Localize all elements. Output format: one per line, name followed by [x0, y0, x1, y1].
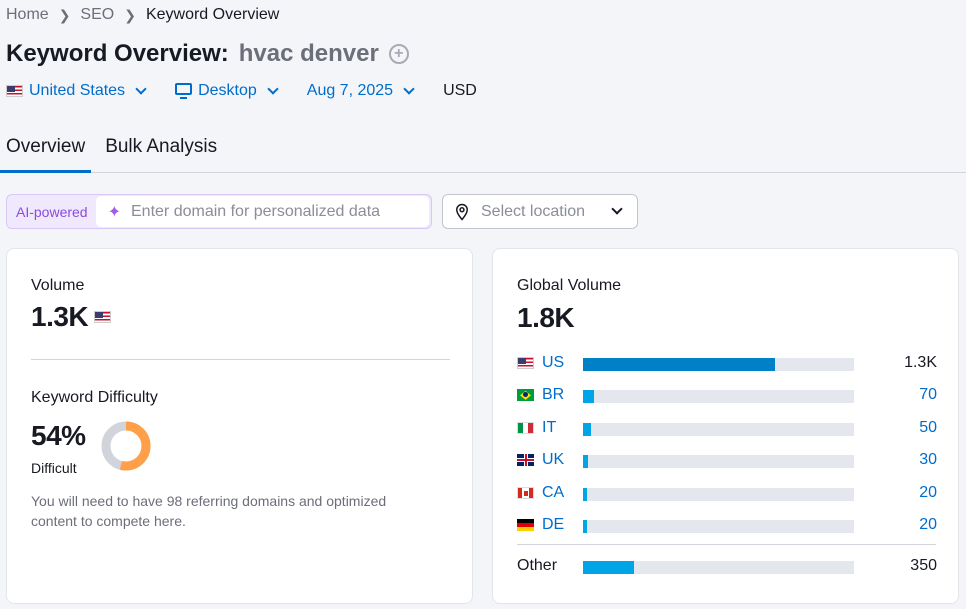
gv-country-value[interactable]: 50 — [919, 418, 937, 436]
gv-other-value: 350 — [910, 557, 937, 574]
gv-bar-track — [583, 520, 854, 533]
gv-bar-fill — [583, 358, 776, 371]
us-flag-icon — [94, 311, 112, 323]
page-title: Keyword Overview: — [6, 40, 229, 67]
gv-bar-fill — [583, 422, 592, 436]
gv-country-code[interactable]: CA — [542, 483, 565, 501]
chevron-down-icon — [135, 82, 147, 95]
tab-overview[interactable]: Overview — [0, 128, 92, 173]
kd-level: Difficult — [31, 460, 77, 476]
gv-bar-fill — [583, 520, 587, 533]
kd-description: You will need to have 98 referring domai… — [31, 493, 387, 529]
uk-flag-icon — [517, 454, 534, 467]
ai-powered-badge: AI-powered — [16, 203, 88, 220]
gv-country-value[interactable]: 20 — [919, 516, 937, 533]
gv-bar-fill — [583, 561, 635, 574]
gv-row-it: IT 50 — [517, 417, 937, 439]
kd-donut-fill — [101, 421, 151, 471]
gv-row-us: US 1.3K — [517, 352, 937, 374]
device-select[interactable]: Desktop — [175, 82, 279, 100]
breadcrumb-home[interactable]: Home — [6, 6, 49, 23]
gv-bar-track — [583, 358, 854, 371]
sparkle-icon: ✦ — [107, 203, 121, 221]
divider — [517, 544, 936, 545]
breadcrumb-seo[interactable]: SEO — [80, 6, 115, 23]
de-flag-icon — [517, 519, 534, 531]
location-pin-icon — [455, 203, 469, 221]
br-flag-icon — [517, 389, 534, 402]
divider — [31, 359, 450, 360]
gv-country-code[interactable]: BR — [542, 386, 565, 404]
breadcrumb: Home ❯ SEO ❯ Keyword Overview — [6, 6, 279, 24]
gv-country-code[interactable]: DE — [542, 516, 565, 533]
gv-other-label: Other — [517, 557, 558, 574]
filter-bar: United States Desktop Aug 7, 2025 USD — [6, 82, 507, 100]
gv-country-code[interactable]: UK — [542, 451, 565, 469]
kd-value: 54% — [31, 420, 86, 451]
tab-bulk-analysis[interactable]: Bulk Analysis — [105, 136, 218, 157]
ai-domain-box: AI-powered ✦ — [6, 194, 432, 229]
gv-row-de: DE 20 — [517, 514, 937, 536]
add-circle-icon[interactable]: + — [388, 44, 409, 64]
gv-row-uk: UK 30 — [517, 449, 937, 471]
volume-difficulty-card: Volume 1.3K Keyword Difficulty 54% Diffi… — [6, 248, 473, 604]
gv-country-code[interactable]: IT — [542, 418, 557, 436]
us-flag-icon — [6, 85, 23, 97]
gv-country-value: 1.3K — [904, 354, 937, 371]
gv-country-code[interactable]: US — [542, 354, 565, 371]
gv-row-br: BR 70 — [517, 384, 937, 406]
page-title-row: Keyword Overview: hvac denver + — [6, 40, 409, 68]
volume-value-row: 1.3K — [31, 301, 112, 333]
keyword-title: hvac denver — [238, 40, 379, 67]
chevron-down-icon — [611, 203, 623, 215]
gv-country-value[interactable]: 30 — [919, 451, 937, 469]
gv-country-value[interactable]: 20 — [919, 483, 937, 501]
gv-bar-track — [583, 561, 854, 574]
volume-label: Volume — [31, 277, 85, 294]
kd-label: Keyword Difficulty — [31, 389, 158, 406]
gv-bar-fill — [583, 487, 587, 501]
it-flag-icon — [517, 421, 534, 434]
chevron-right-icon: ❯ — [124, 6, 136, 23]
kd-donut-chart — [101, 421, 151, 471]
global-volume-label: Global Volume — [517, 277, 622, 294]
ai-input-wrapper: ✦ — [95, 196, 429, 227]
currency-label: USD — [443, 82, 477, 99]
date-label: Aug 7, 2025 — [306, 82, 394, 99]
device-label: Desktop — [198, 82, 257, 99]
gv-bar-track — [583, 422, 854, 436]
gv-row-ca: CA 20 — [517, 482, 937, 504]
gv-bar-track — [583, 455, 854, 469]
country-label: United States — [29, 82, 126, 99]
location-select[interactable]: Select location — [442, 194, 638, 229]
date-select[interactable]: Aug 7, 2025 — [306, 82, 415, 100]
tab-bar: Overview Bulk Analysis — [0, 128, 966, 173]
chevron-down-icon — [403, 82, 415, 95]
location-placeholder: Select location — [481, 202, 586, 220]
gv-bar-track — [583, 487, 854, 501]
chevron-down-icon — [267, 82, 279, 95]
gv-row-other: Other 350 — [517, 555, 937, 577]
breadcrumb-current: Keyword Overview — [145, 6, 280, 23]
gv-bar-fill — [583, 390, 594, 404]
desktop-icon — [175, 83, 193, 99]
global-volume-value: 1.8K — [517, 302, 575, 333]
us-flag-icon — [517, 357, 534, 369]
gv-bar-track — [583, 390, 854, 404]
chevron-right-icon: ❯ — [58, 6, 71, 23]
gv-bar-fill — [583, 455, 588, 469]
domain-input[interactable] — [131, 202, 421, 221]
global-volume-card: Global Volume 1.8K US 1.3K BR 70 IT 50 UK 30 CA 2… — [492, 248, 959, 604]
country-select[interactable]: United States — [6, 82, 147, 100]
gv-country-value[interactable]: 70 — [919, 386, 937, 404]
ca-flag-icon — [517, 486, 534, 499]
volume-value: 1.3K — [31, 301, 89, 332]
